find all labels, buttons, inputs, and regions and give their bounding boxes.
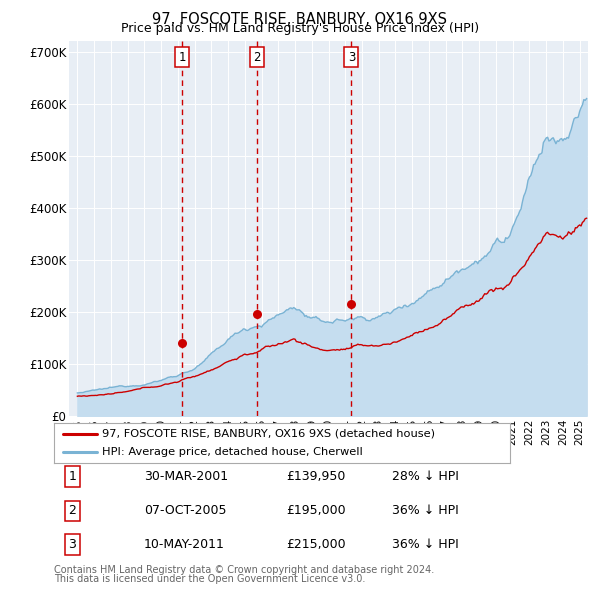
Text: HPI: Average price, detached house, Cherwell: HPI: Average price, detached house, Cher… xyxy=(102,447,362,457)
Text: 36% ↓ HPI: 36% ↓ HPI xyxy=(392,538,458,551)
Text: 97, FOSCOTE RISE, BANBURY, OX16 9XS: 97, FOSCOTE RISE, BANBURY, OX16 9XS xyxy=(152,12,448,27)
Text: 3: 3 xyxy=(348,51,355,64)
Text: 28% ↓ HPI: 28% ↓ HPI xyxy=(392,470,459,483)
Text: £215,000: £215,000 xyxy=(286,538,346,551)
Text: 2: 2 xyxy=(68,504,76,517)
Text: This data is licensed under the Open Government Licence v3.0.: This data is licensed under the Open Gov… xyxy=(54,574,365,584)
Text: 30-MAR-2001: 30-MAR-2001 xyxy=(144,470,228,483)
Text: 3: 3 xyxy=(68,538,76,551)
Text: 10-MAY-2011: 10-MAY-2011 xyxy=(144,538,224,551)
Text: 2: 2 xyxy=(254,51,261,64)
Text: Price paid vs. HM Land Registry's House Price Index (HPI): Price paid vs. HM Land Registry's House … xyxy=(121,22,479,35)
Text: £139,950: £139,950 xyxy=(286,470,346,483)
Text: Contains HM Land Registry data © Crown copyright and database right 2024.: Contains HM Land Registry data © Crown c… xyxy=(54,565,434,575)
Text: £195,000: £195,000 xyxy=(286,504,346,517)
Text: 1: 1 xyxy=(178,51,186,64)
Text: 07-OCT-2005: 07-OCT-2005 xyxy=(144,504,226,517)
Text: 36% ↓ HPI: 36% ↓ HPI xyxy=(392,504,458,517)
Text: 97, FOSCOTE RISE, BANBURY, OX16 9XS (detached house): 97, FOSCOTE RISE, BANBURY, OX16 9XS (det… xyxy=(102,429,435,439)
Text: 1: 1 xyxy=(68,470,76,483)
